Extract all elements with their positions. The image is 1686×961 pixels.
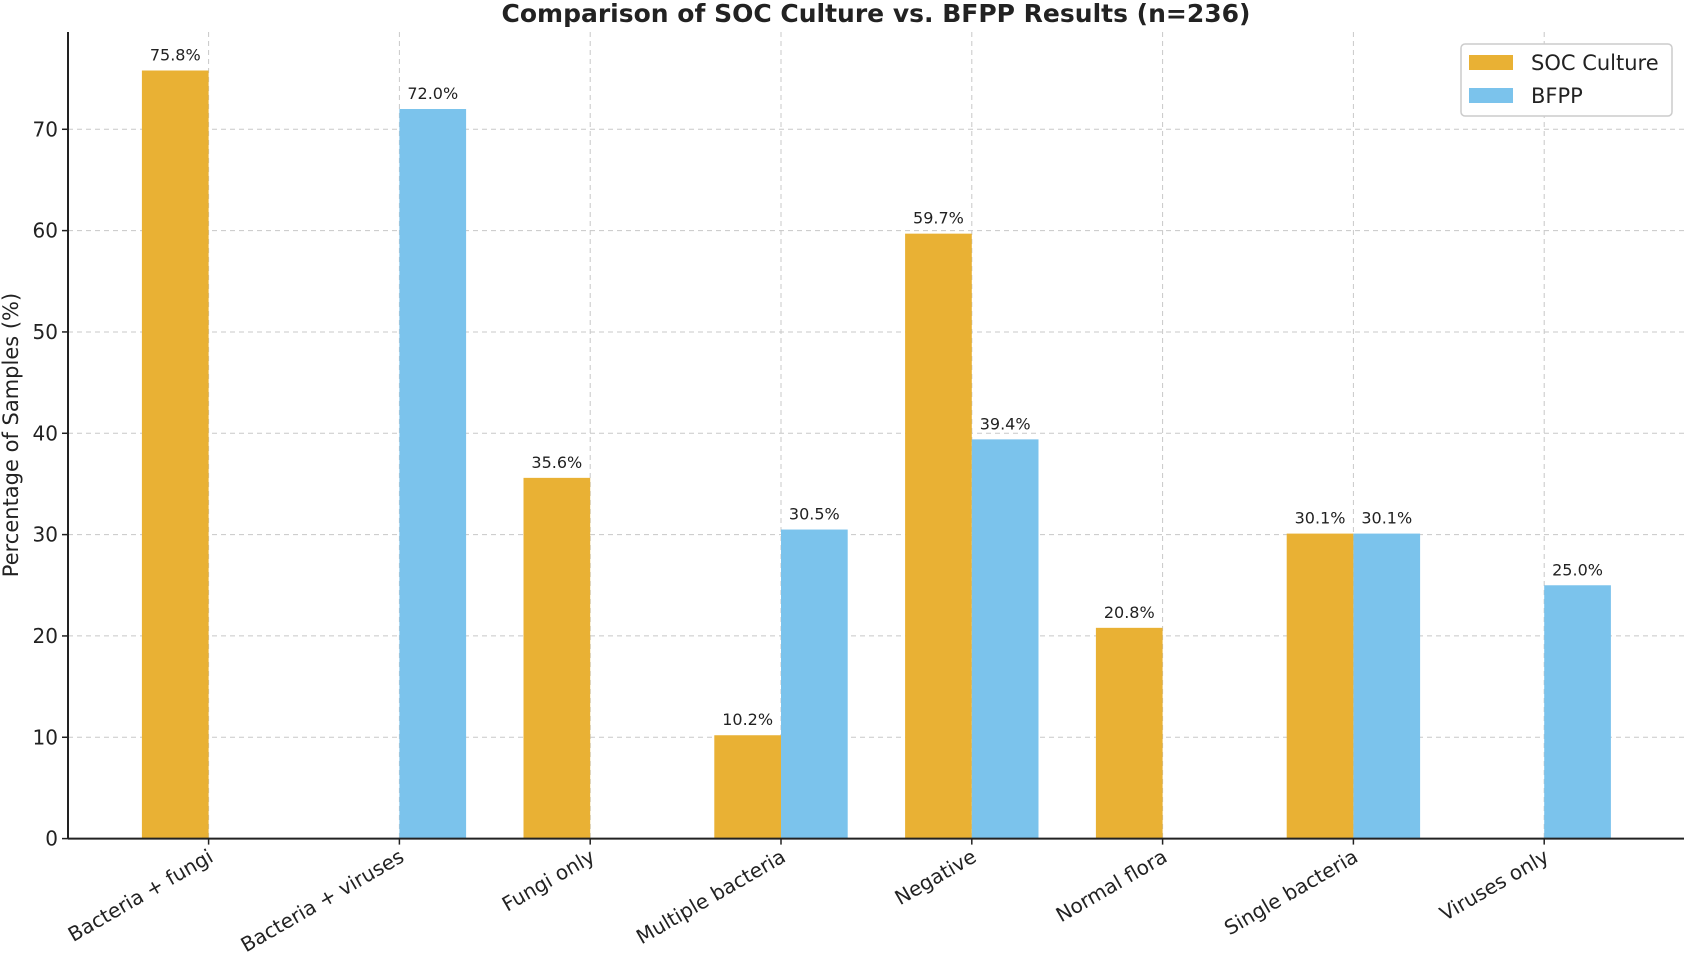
bar-soc-culture [1095,627,1163,839]
bar-soc-culture [905,233,972,839]
y-tick-label: 0 [45,827,58,851]
bar-soc-culture [141,70,209,839]
bar-soc-culture [714,735,781,839]
x-tick-label: Multiple bacteria [632,844,789,949]
y-tick-label: 10 [33,725,58,749]
y-axis-label: Percentage of Samples (%) [0,293,23,577]
legend-box [1460,43,1673,117]
legend-swatch [1469,55,1513,70]
legend-label: SOC Culture [1531,51,1659,75]
x-tick-label: Normal flora [1052,844,1171,927]
bar-bfpp [1544,585,1611,839]
y-tick-label: 40 [33,421,58,445]
data-label: 25.0% [1552,560,1603,579]
x-tick-label: Single bacteria [1220,844,1362,940]
bar-soc-culture [523,477,591,839]
data-label: 30.1% [1361,509,1412,528]
data-label: 39.4% [980,414,1031,433]
data-label: 20.8% [1104,603,1155,622]
x-tick-label: Bacteria + fungi [64,844,217,946]
bar-soc-culture [1286,533,1354,839]
data-label: 30.1% [1295,509,1346,528]
bar-bfpp [971,439,1039,839]
data-label: 10.2% [722,710,773,729]
data-label: 75.8% [150,46,201,65]
bar-bfpp [781,529,848,839]
data-label: 59.7% [913,209,964,228]
chart-title: Comparison of SOC Culture vs. BFPP Resul… [502,0,1251,28]
y-tick-label: 30 [33,523,58,547]
data-label: 35.6% [531,453,582,472]
data-label: 30.5% [789,505,840,524]
x-tick-label: Negative [891,844,981,910]
y-tick-label: 50 [33,320,58,344]
data-label: 72.0% [407,84,458,103]
bar-bfpp [399,109,467,839]
x-tick-label: Bacteria + viruses [236,844,407,957]
y-tick-label: 70 [33,117,58,141]
y-tick-label: 20 [33,624,58,648]
bar-bfpp [1353,533,1421,839]
legend-swatch [1469,88,1513,103]
legend: SOC Culture BFPP [1460,43,1673,117]
legend-label: BFPP [1531,84,1583,108]
x-tick-label: Viruses only [1435,844,1552,926]
x-tick-label: Fungi only [498,844,599,916]
y-tick-label: 60 [33,219,58,243]
